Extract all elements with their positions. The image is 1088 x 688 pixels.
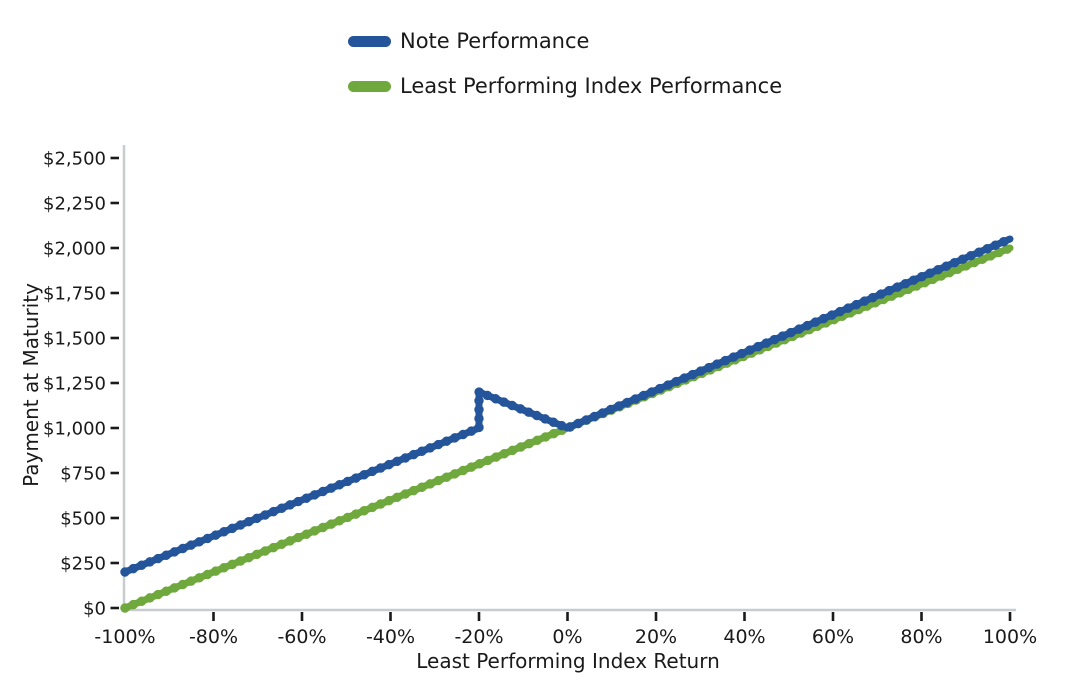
- legend-item-index-performance: Least Performing Index Performance: [348, 75, 782, 97]
- y-tick-label: $1,500: [43, 329, 106, 350]
- y-tick-label: $0: [83, 599, 106, 620]
- legend-item-note-performance: Note Performance: [348, 30, 782, 52]
- x-axis-title: Least Performing Index Return: [416, 649, 720, 673]
- legend-label-note-performance: Note Performance: [400, 29, 590, 53]
- x-tick-label: -60%: [277, 626, 326, 648]
- series-lines: [120, 234, 1015, 613]
- x-tick-label: -100%: [94, 626, 155, 648]
- y-tick-label: $1,250: [43, 374, 106, 395]
- y-tick-label: $2,250: [43, 194, 106, 215]
- series-markers-note-performance: [120, 234, 1015, 577]
- legend-label-index-performance: Least Performing Index Performance: [400, 74, 783, 98]
- x-tick-label: -40%: [366, 626, 415, 648]
- legend: Note Performance Least Performing Index …: [348, 30, 782, 120]
- y-tick-label: $750: [60, 464, 106, 485]
- y-tick-label: $500: [60, 509, 106, 530]
- x-tick-label: -20%: [454, 626, 503, 648]
- index-performance-swatch: [348, 80, 391, 92]
- x-tick-label: 0%: [552, 626, 582, 648]
- note-performance-swatch: [348, 35, 391, 47]
- y-tick-label: $250: [60, 554, 106, 575]
- x-tick-label: 100%: [983, 626, 1037, 648]
- y-axis-ticks: $0 $250 $500 $750 $1,000 $1,250 $1,500 $1,750 $2…: [43, 149, 119, 620]
- y-tick-label: $2,500: [43, 149, 106, 170]
- x-axis-ticks: -100% -80% -60% -40% -20% 0% 20% 40% 60% 80% 100%: [94, 612, 1037, 648]
- y-tick-label: $2,000: [43, 239, 106, 260]
- x-tick-label: 60%: [812, 626, 854, 648]
- y-tick-label: $1,000: [43, 419, 106, 440]
- y-tick-label: $1,750: [43, 284, 106, 305]
- x-tick-label: 20%: [635, 626, 677, 648]
- x-tick-label: 40%: [723, 626, 765, 648]
- x-tick-label: 80%: [900, 626, 942, 648]
- x-tick-label: -80%: [189, 626, 238, 648]
